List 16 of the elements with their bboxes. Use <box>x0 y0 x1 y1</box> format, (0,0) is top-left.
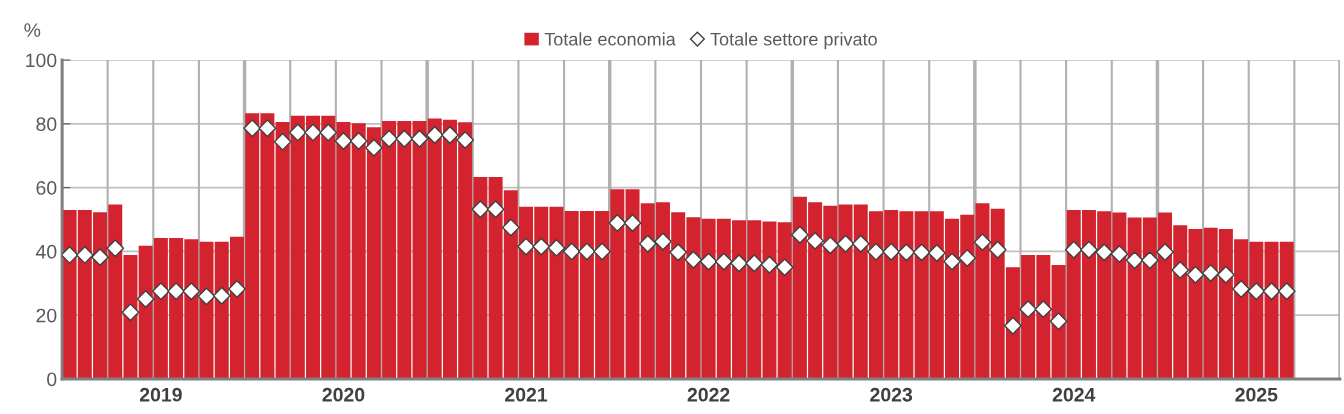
x-tick-label: 2019 <box>139 387 182 402</box>
y-tick-label: 80 <box>36 117 57 132</box>
x-tick-label: 2023 <box>870 387 913 402</box>
y-axis-title: % <box>24 23 41 37</box>
x-tick-label: 2025 <box>1235 387 1278 402</box>
x-tick-label: 2024 <box>1052 387 1096 402</box>
y-tick-label: 100 <box>26 53 57 68</box>
legend-label: Totale settore privato <box>710 32 877 50</box>
x-tick-label: 2020 <box>322 387 365 402</box>
y-tick-label: 60 <box>36 181 57 195</box>
x-tick-label: 2021 <box>505 387 548 402</box>
y-tick-label: 20 <box>36 308 57 323</box>
y-tick-label: 0 <box>47 372 57 387</box>
legend-label: Totale economia <box>544 32 676 46</box>
x-tick-label: 2022 <box>687 387 730 402</box>
y-tick-label: 40 <box>35 244 57 259</box>
